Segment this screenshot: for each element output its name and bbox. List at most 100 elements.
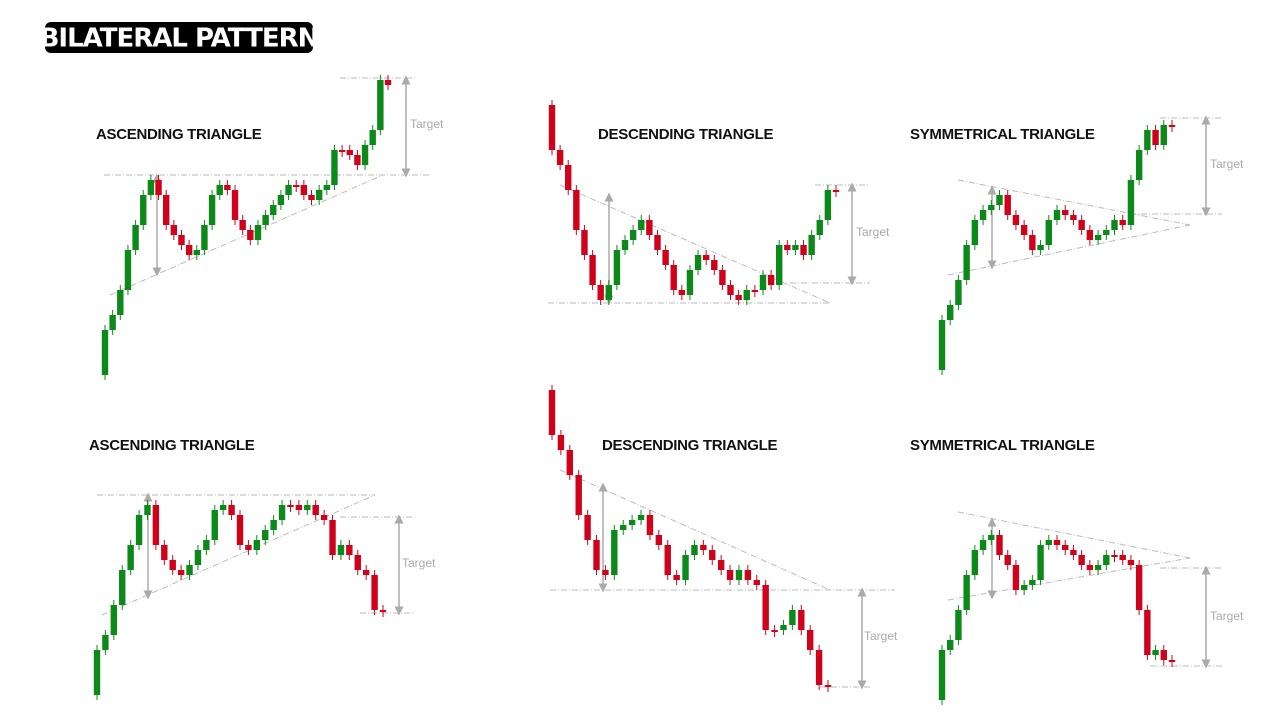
candle — [638, 220, 645, 230]
candle — [337, 545, 345, 555]
candle — [815, 650, 823, 685]
candle — [709, 550, 716, 560]
candle — [135, 515, 143, 545]
candle — [996, 535, 1003, 555]
candle — [152, 505, 160, 545]
candle — [1037, 245, 1044, 250]
candle — [193, 250, 200, 255]
candle — [1127, 180, 1135, 225]
candle — [186, 565, 193, 575]
candle — [315, 190, 323, 200]
candle — [147, 180, 155, 195]
candle — [1152, 130, 1159, 145]
candle — [1094, 235, 1102, 240]
candle — [694, 255, 702, 270]
candle — [1086, 565, 1094, 570]
candle — [127, 545, 134, 570]
candle — [655, 535, 663, 545]
candle — [1168, 660, 1176, 662]
candle — [1078, 555, 1085, 565]
candle — [329, 520, 336, 555]
candle — [792, 245, 799, 250]
candle — [208, 195, 216, 225]
candle — [597, 285, 604, 300]
candle — [1045, 540, 1052, 545]
panel-title: DESCENDING TRIANGLE — [598, 126, 773, 143]
candle — [979, 210, 987, 220]
candle — [1053, 210, 1061, 220]
candle — [178, 235, 185, 245]
candle — [1062, 545, 1069, 550]
candle — [800, 245, 807, 255]
candle — [743, 290, 750, 300]
candle — [278, 505, 286, 520]
candle — [262, 215, 269, 225]
candle — [1045, 220, 1052, 245]
candle — [1094, 565, 1102, 570]
candle — [1086, 230, 1094, 240]
target-label: Target — [864, 629, 898, 643]
candle — [161, 545, 168, 560]
candle — [155, 180, 162, 195]
panel-title: ASCENDING TRIANGLE — [89, 437, 255, 454]
candle — [170, 225, 178, 235]
candle — [308, 195, 315, 200]
candle — [224, 185, 231, 190]
candle — [1144, 130, 1151, 150]
candle — [285, 185, 292, 195]
candle — [726, 570, 734, 580]
candle — [691, 545, 698, 555]
candle — [1135, 150, 1143, 180]
candle — [727, 285, 734, 295]
candle — [955, 280, 962, 305]
candle — [979, 540, 987, 550]
candle — [771, 630, 778, 632]
candle — [816, 220, 823, 235]
candle — [988, 205, 995, 210]
candle — [557, 435, 565, 450]
candle — [110, 605, 118, 635]
candle — [362, 570, 370, 575]
target-label: Target — [410, 117, 444, 131]
panel-title: SYMMETRICAL TRIANGLE — [910, 437, 1095, 454]
candle — [247, 230, 254, 240]
candle — [824, 190, 832, 220]
target-label: Target — [856, 225, 890, 239]
candle — [361, 145, 369, 165]
candle — [384, 80, 392, 85]
guide-line — [947, 224, 1191, 276]
candle — [1062, 210, 1069, 215]
candle — [996, 195, 1003, 205]
candle — [346, 150, 353, 155]
candle — [1111, 555, 1118, 557]
candle — [593, 540, 600, 570]
title: BILATERAL PATTERN — [40, 24, 319, 54]
candle — [377, 80, 384, 130]
candle — [1012, 215, 1020, 225]
candle — [177, 570, 185, 575]
candle — [963, 575, 970, 610]
candle — [548, 390, 556, 435]
candle — [806, 630, 814, 650]
candle — [231, 190, 239, 220]
candle — [1135, 565, 1143, 610]
candle — [331, 150, 338, 185]
candle — [323, 185, 331, 190]
candle — [751, 290, 759, 292]
candle — [132, 225, 139, 250]
candle — [369, 130, 376, 145]
candle — [735, 570, 743, 580]
title-box — [45, 22, 313, 53]
candle — [228, 505, 235, 515]
candle — [102, 635, 109, 650]
candle — [270, 520, 277, 530]
candle — [646, 515, 654, 535]
candle — [211, 510, 218, 540]
candle — [312, 505, 319, 515]
candle — [144, 505, 151, 515]
candle — [654, 235, 661, 250]
candle — [947, 305, 954, 320]
candle — [947, 640, 954, 650]
candle — [798, 610, 805, 630]
candle — [194, 550, 202, 565]
